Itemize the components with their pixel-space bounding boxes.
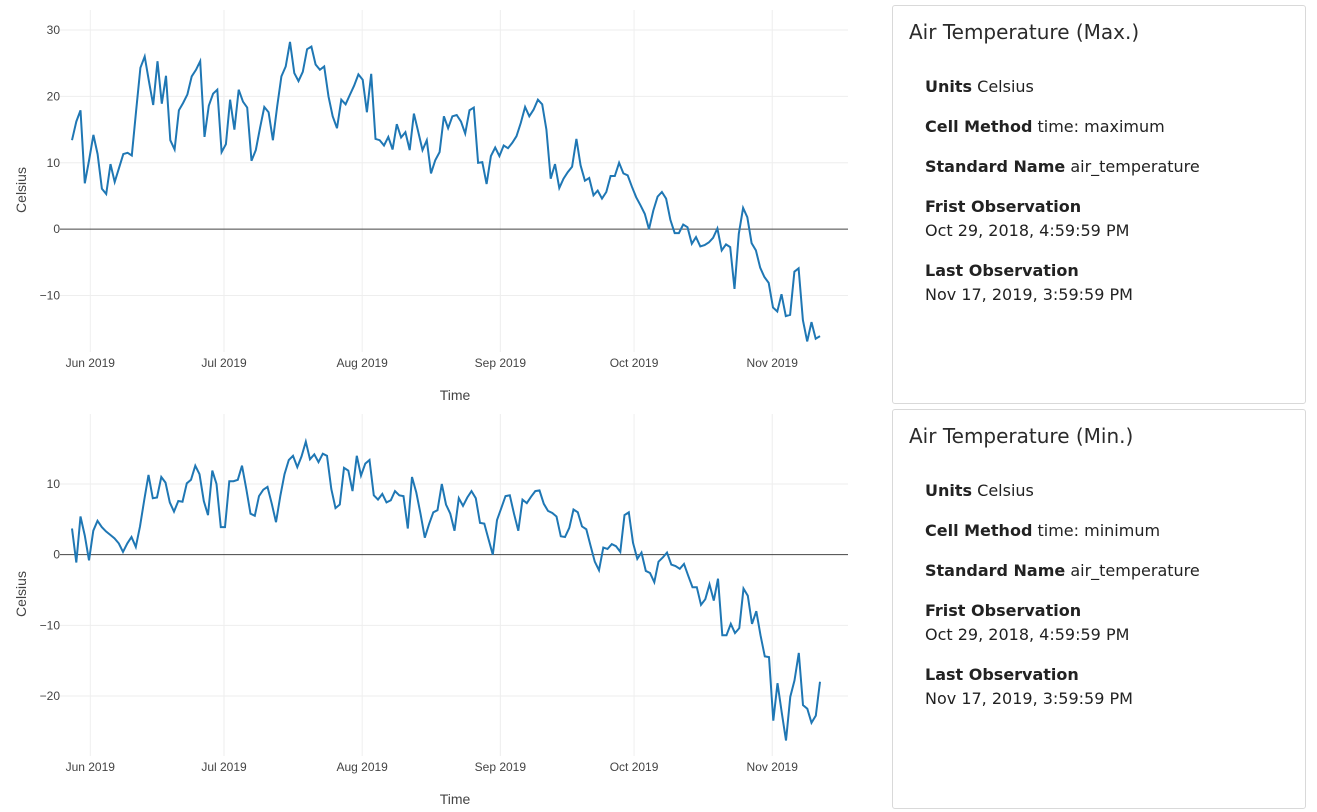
x-tick-label: Nov 2019 xyxy=(747,356,799,370)
y-tick-label: 10 xyxy=(47,477,61,491)
y-tick-label: 30 xyxy=(47,23,61,37)
y-tick-label: 10 xyxy=(47,156,61,170)
standard-name-field: Standard Name air_temperature xyxy=(925,559,1200,583)
units-label: Units xyxy=(925,481,973,500)
cell-method-value: time: minimum xyxy=(1037,521,1161,540)
x-axis-title: Time xyxy=(440,387,471,403)
cell-method-field: Cell Method time: maximum xyxy=(925,115,1165,139)
standard-name-value: air_temperature xyxy=(1070,561,1200,580)
min-temperature-info-card: Air Temperature (Min.) Units Celsius Cel… xyxy=(892,409,1306,809)
min-temperature-chart[interactable]: 10 0 −10 −20 Jun 2019 Jul 2019 Aug 2019 Sep 20… xyxy=(0,404,860,808)
first-observation-value: Oct 29, 2018, 4:59:59 PM xyxy=(925,625,1130,644)
x-tick-label: Sep 2019 xyxy=(475,760,527,774)
x-tick-label: Aug 2019 xyxy=(336,356,388,370)
first-observation-field: Frist Observation Oct 29, 2018, 4:59:59 … xyxy=(925,195,1129,243)
y-axis-title: Celsius xyxy=(13,167,29,213)
x-tick-label: Jul 2019 xyxy=(201,356,247,370)
last-observation-field: Last Observation Nov 17, 2019, 3:59:59 P… xyxy=(925,663,1133,711)
last-observation-label: Last Observation xyxy=(925,261,1079,280)
cell-method-field: Cell Method time: minimum xyxy=(925,519,1160,543)
last-observation-value: Nov 17, 2019, 3:59:59 PM xyxy=(925,689,1133,708)
x-axis-title: Time xyxy=(440,791,471,807)
x-tick-label: Jul 2019 xyxy=(201,760,247,774)
max-temperature-chart[interactable]: 30 20 10 0 −10 Jun 2019 Jul 2019 Aug 2019 Sep 2… xyxy=(0,0,860,404)
units-field: Units Celsius xyxy=(925,75,1034,99)
y-tick-label: −10 xyxy=(40,618,61,632)
card-title: Air Temperature (Min.) xyxy=(909,424,1134,448)
standard-name-label: Standard Name xyxy=(925,561,1066,580)
x-tick-label: Jun 2019 xyxy=(66,760,116,774)
y-tick-label: 0 xyxy=(53,548,60,562)
cell-method-label: Cell Method xyxy=(925,521,1033,540)
units-field: Units Celsius xyxy=(925,479,1034,503)
first-observation-field: Frist Observation Oct 29, 2018, 4:59:59 … xyxy=(925,599,1129,647)
max-temperature-series xyxy=(71,41,821,342)
max-temperature-plot: 30 20 10 0 −10 Jun 2019 Jul 2019 Aug 2019 Sep 2… xyxy=(13,10,848,403)
y-tick-label: 0 xyxy=(53,222,60,236)
min-temperature-plot: 10 0 −10 −20 Jun 2019 Jul 2019 Aug 2019 Sep 20… xyxy=(13,414,848,807)
first-observation-value: Oct 29, 2018, 4:59:59 PM xyxy=(925,221,1130,240)
standard-name-label: Standard Name xyxy=(925,157,1066,176)
y-tick-label: −10 xyxy=(40,289,61,303)
x-tick-label: Oct 2019 xyxy=(610,356,659,370)
units-value: Celsius xyxy=(977,481,1034,500)
last-observation-value: Nov 17, 2019, 3:59:59 PM xyxy=(925,285,1133,304)
standard-name-field: Standard Name air_temperature xyxy=(925,155,1200,179)
x-tick-label: Aug 2019 xyxy=(336,760,388,774)
cell-method-value: time: maximum xyxy=(1037,117,1165,136)
last-observation-label: Last Observation xyxy=(925,665,1079,684)
last-observation-field: Last Observation Nov 17, 2019, 3:59:59 P… xyxy=(925,259,1133,307)
x-tick-label: Jun 2019 xyxy=(66,356,116,370)
units-value: Celsius xyxy=(977,77,1034,96)
standard-name-value: air_temperature xyxy=(1070,157,1200,176)
x-tick-label: Oct 2019 xyxy=(610,760,659,774)
y-axis-title: Celsius xyxy=(13,571,29,617)
y-tick-label: 20 xyxy=(47,89,61,103)
first-observation-label: Frist Observation xyxy=(925,601,1082,620)
max-temperature-info-card: Air Temperature (Max.) Units Celsius Cel… xyxy=(892,5,1306,404)
x-tick-label: Sep 2019 xyxy=(475,356,527,370)
y-tick-label: −20 xyxy=(40,689,61,703)
cell-method-label: Cell Method xyxy=(925,117,1033,136)
units-label: Units xyxy=(925,77,973,96)
card-title: Air Temperature (Max.) xyxy=(909,20,1140,44)
first-observation-label: Frist Observation xyxy=(925,197,1082,216)
min-temperature-series xyxy=(71,437,821,741)
x-tick-label: Nov 2019 xyxy=(747,760,799,774)
